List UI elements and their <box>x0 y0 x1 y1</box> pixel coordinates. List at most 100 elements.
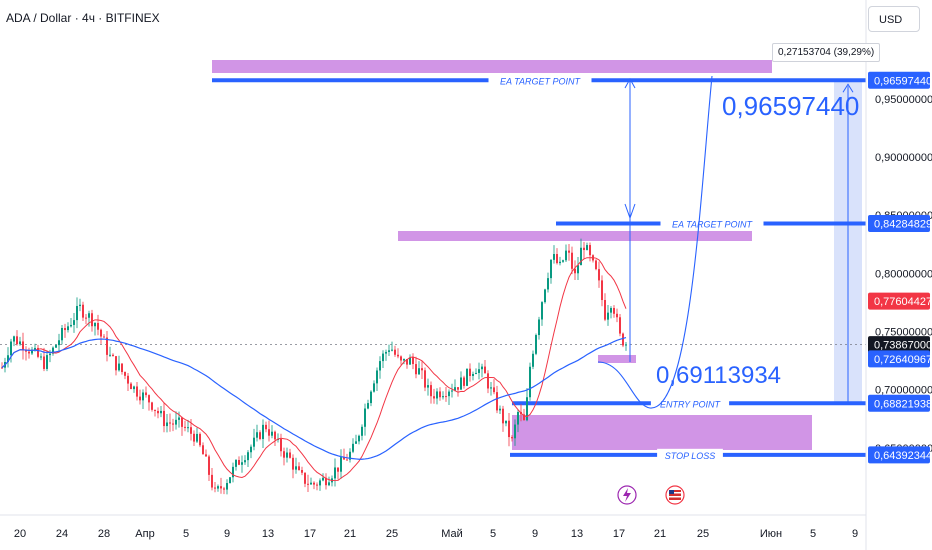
candle-body <box>427 385 429 388</box>
lightning-event-icon <box>617 485 637 505</box>
candle-body <box>103 336 105 338</box>
candle-body <box>16 336 18 345</box>
y-tick-label: 0,95000000 <box>875 94 932 106</box>
candle-body <box>133 386 135 390</box>
candle-body <box>76 306 78 321</box>
candle-body <box>352 443 354 452</box>
level-label-bg <box>660 217 764 230</box>
candle-body <box>10 341 12 356</box>
candle-body <box>43 356 45 369</box>
candle-body <box>145 392 147 396</box>
candles <box>1 238 627 495</box>
currency-button[interactable]: USD <box>868 6 920 32</box>
candle-body <box>154 409 156 411</box>
price-label-box <box>868 292 930 310</box>
candle-body <box>199 433 201 446</box>
candle-body <box>19 341 21 345</box>
candle-body <box>601 280 603 301</box>
price-label-text: 0,72640967 <box>874 354 932 366</box>
candle-body <box>409 357 411 365</box>
candle-body <box>514 424 516 439</box>
level-label-bg <box>657 448 723 461</box>
y-tick-label: 0,80000000 <box>875 268 932 280</box>
ma-slow-line <box>1 337 627 460</box>
candle-body <box>274 431 276 440</box>
candle-body <box>538 319 540 336</box>
x-tick-label: 5 <box>810 528 816 540</box>
candle-body <box>400 356 402 361</box>
x-tick-label: 9 <box>224 528 230 540</box>
projection-arrowhead <box>624 77 636 89</box>
candle-body <box>22 341 24 351</box>
candle-body <box>379 361 381 371</box>
candle-body <box>526 397 528 421</box>
ma-fast-line <box>1 257 627 482</box>
candle-body <box>64 328 66 331</box>
candle-body <box>532 353 534 367</box>
candle-body <box>97 322 99 330</box>
y-tick-label: 0,90000000 <box>875 152 932 164</box>
y-tick-label: 0,75000000 <box>875 326 932 338</box>
x-tick-label: 21 <box>344 528 356 540</box>
candle-body <box>589 245 591 256</box>
x-tick-label: Апр <box>135 528 154 540</box>
level-label: STOP LOSS <box>665 451 716 461</box>
price-label-box <box>868 350 930 368</box>
candle-body <box>100 329 102 337</box>
candle-body <box>202 445 204 455</box>
candle-body <box>517 412 519 425</box>
candle-body <box>523 414 525 421</box>
x-tick-label: 24 <box>56 528 68 540</box>
candle-body <box>436 391 438 399</box>
candle-body <box>424 370 426 388</box>
annotation-target-value: 0,96597440 <box>722 91 859 121</box>
candle-body <box>565 250 567 261</box>
x-tick-label: 25 <box>697 528 709 540</box>
candle-body <box>445 396 447 398</box>
flag-icon-stripe <box>669 492 681 494</box>
candle-body <box>313 482 315 485</box>
candle-body <box>244 460 246 463</box>
candle-body <box>544 289 546 303</box>
candle-body <box>487 373 489 389</box>
candle-body <box>439 391 441 398</box>
candle-body <box>577 265 579 274</box>
candle-body <box>475 372 477 374</box>
candle-body <box>112 354 114 357</box>
candle-body <box>298 466 300 471</box>
candle-body <box>442 396 444 398</box>
candle-body <box>583 247 585 251</box>
candle-body <box>343 457 345 460</box>
candle-body <box>148 395 150 403</box>
candle-body <box>220 486 222 489</box>
candle-body <box>151 402 153 410</box>
level-label-bg <box>488 74 592 87</box>
candle-body <box>364 408 366 427</box>
lightning-icon-bolt <box>623 488 631 502</box>
candle-body <box>253 437 255 447</box>
candle-body <box>226 483 228 490</box>
candle-body <box>127 375 129 384</box>
candle-body <box>217 486 219 489</box>
candle-body <box>25 350 27 352</box>
candle-body <box>58 340 60 346</box>
candle-body <box>580 247 582 266</box>
candle-body <box>178 417 180 420</box>
candle-body <box>106 337 108 355</box>
candle-body <box>289 452 291 458</box>
x-tick-label: 21 <box>654 528 666 540</box>
candle-body <box>241 462 243 465</box>
candle-body <box>136 386 138 397</box>
x-tick-label: Май <box>441 528 463 540</box>
candle-body <box>139 396 141 401</box>
candle-body <box>40 356 42 358</box>
candle-body <box>610 307 612 313</box>
candle-body <box>319 480 321 486</box>
level-label: EA TARGET POINT <box>672 219 754 229</box>
candle-body <box>340 457 342 472</box>
candle-body <box>301 470 303 473</box>
candle-body <box>595 260 597 270</box>
candle-body <box>550 259 552 279</box>
candle-body <box>157 410 159 414</box>
